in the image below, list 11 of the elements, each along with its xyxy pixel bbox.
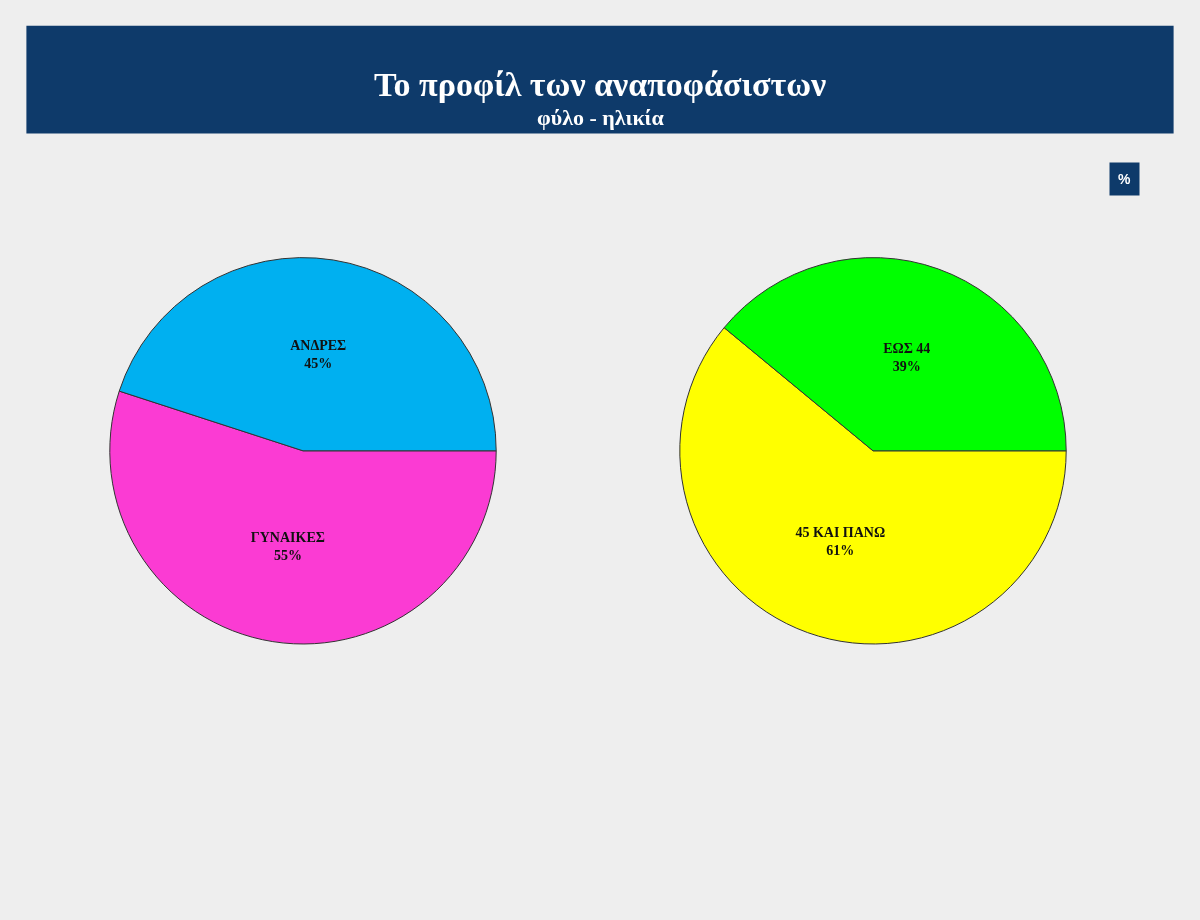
slice-label: ΕΩΣ 44 <box>883 340 931 356</box>
slice-label: ΑΝΔΡΕΣ <box>290 338 347 354</box>
text: φύλο - ηλικία <box>537 105 665 130</box>
text: % <box>1118 171 1131 187</box>
text: Το προφίλ των αναποφάσιστων <box>374 66 827 103</box>
data-label: 55% <box>273 547 302 563</box>
slice-label: ΓΥΝΑΙΚΕΣ <box>250 529 325 545</box>
data-label: 61% <box>826 543 855 559</box>
data-label: 45% <box>304 356 333 372</box>
data-label: 39% <box>892 358 921 374</box>
slice-label: 45 ΚΑΙ ΠΑΝΩ <box>795 525 886 541</box>
